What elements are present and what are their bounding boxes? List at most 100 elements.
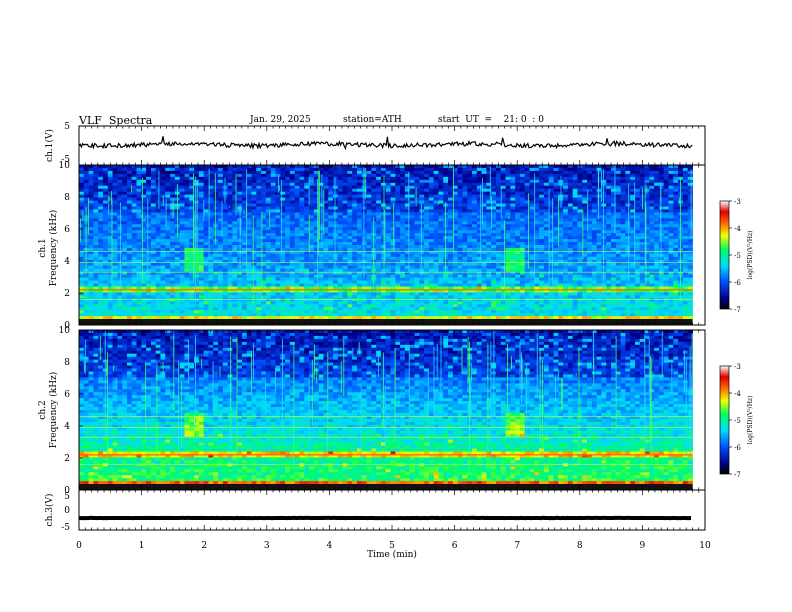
spectrogram-cell xyxy=(491,176,497,181)
spectrogram-cell xyxy=(376,245,382,249)
spectrogram-cell xyxy=(606,256,612,261)
spectrogram-cell xyxy=(472,262,478,267)
spectrogram-cell xyxy=(495,256,502,261)
spectrogram-cell xyxy=(198,259,205,264)
spectrogram-cell xyxy=(150,227,157,231)
spectrogram-cell xyxy=(687,236,693,240)
spectrogram-cell xyxy=(644,265,650,270)
spectrogram-cell xyxy=(126,262,133,267)
spectrogram-cell xyxy=(457,191,463,196)
spectrogram-cell xyxy=(208,191,214,196)
spectrogram-cell xyxy=(572,203,578,207)
spectrogram-cell xyxy=(241,215,248,219)
spectrogram-cell xyxy=(414,173,420,178)
spectrogram-cell xyxy=(524,197,530,201)
spectrogram-cell xyxy=(366,165,372,169)
spectrogram-cell xyxy=(213,209,219,213)
spectrogram-cell xyxy=(141,165,147,169)
spectrogram-cell xyxy=(630,236,636,240)
spectrogram-cell xyxy=(347,233,353,237)
spectrogram-cell xyxy=(472,221,478,225)
spectrogram-cell xyxy=(371,173,377,178)
spectrogram-cell xyxy=(333,256,339,261)
spectrogram-cell xyxy=(165,268,171,273)
spectrogram-cell xyxy=(213,236,219,240)
spectrogram-cell xyxy=(174,176,181,181)
spectrogram-cell xyxy=(366,212,372,216)
spectrogram-cell xyxy=(457,167,463,172)
spectrogram-cell xyxy=(663,239,669,243)
spectrogram-cell xyxy=(112,197,118,201)
spectrogram-cell xyxy=(414,194,420,198)
spectrogram-cell xyxy=(241,176,248,181)
spectrogram-cell xyxy=(519,215,526,219)
spectrogram-cell xyxy=(376,215,382,219)
spectrogram-cell xyxy=(352,230,358,234)
spectrogram-cell xyxy=(682,185,689,190)
spectrogram-cell xyxy=(261,224,267,228)
spectrogram-cell xyxy=(160,209,166,213)
spectrogram-cell xyxy=(529,268,535,273)
spectrogram-cell xyxy=(141,224,147,228)
spectrogram-cell xyxy=(208,256,214,261)
spectrogram-cell xyxy=(203,209,209,213)
spectrogram-cell xyxy=(246,265,252,270)
spectrogram-cell xyxy=(467,170,473,175)
spectrogram-cell xyxy=(534,227,540,231)
spectrogram-cell xyxy=(318,230,324,234)
spectrogram-cell xyxy=(198,212,205,216)
spectrogram-cell xyxy=(424,221,430,225)
spectrogram-cell xyxy=(79,206,85,210)
spectrogram-cell xyxy=(136,271,142,276)
spectrogram-cell xyxy=(241,206,248,210)
spectrogram-cell xyxy=(500,182,506,187)
spectrogram-cell xyxy=(620,250,626,255)
spectrogram-cell xyxy=(347,259,353,264)
spectrogram-cell xyxy=(543,221,550,225)
spectrogram-cell xyxy=(395,173,401,178)
spectrogram-cell xyxy=(227,247,233,252)
spectrogram-cell xyxy=(668,179,674,184)
spectrogram-cell xyxy=(122,176,128,181)
spectrogram-cell xyxy=(601,212,607,216)
spectrogram-cell xyxy=(539,221,545,225)
spectrogram-cell xyxy=(577,188,583,193)
spectrogram-cell xyxy=(146,167,152,172)
spectrogram-cell xyxy=(582,253,588,258)
spectrogram-cell xyxy=(414,242,420,246)
spectrogram-cell xyxy=(294,197,300,201)
spectrogram-cell xyxy=(630,245,636,249)
spectrogram-cell xyxy=(208,239,214,243)
spectrogram-cell xyxy=(246,200,252,204)
spectrogram-cell xyxy=(232,209,238,213)
spectrogram-cell xyxy=(644,230,650,234)
spectrogram-cell xyxy=(270,242,276,246)
spectrogram-cell xyxy=(141,221,147,225)
spectrogram-cell xyxy=(654,233,660,237)
spectrogram-cell xyxy=(356,268,363,273)
spectrogram-cell xyxy=(83,176,89,181)
spectrogram-cell xyxy=(241,268,248,273)
spectrogram-cell xyxy=(644,173,650,178)
spectrogram-cell xyxy=(150,170,157,175)
spectrogram-cell xyxy=(352,236,358,240)
spectrogram-cell xyxy=(495,212,502,216)
spectrogram-cell xyxy=(572,268,578,273)
spectrogram-cell xyxy=(534,167,540,172)
spectrogram-cell xyxy=(491,271,497,276)
spectrogram-cell xyxy=(500,250,506,255)
spectrogram-cell xyxy=(390,197,396,201)
spectrogram-cell xyxy=(275,245,281,249)
spectrogram-cell xyxy=(313,221,320,225)
spectrogram-cell xyxy=(309,182,315,187)
spectrogram-cell xyxy=(122,218,128,222)
spectrogram-cell xyxy=(438,215,444,219)
spectrogram-cell xyxy=(79,265,85,270)
spectrogram-cell xyxy=(687,191,693,196)
spectrogram-cell xyxy=(644,203,650,207)
spectrogram-cell xyxy=(189,197,195,201)
spectrogram-cell xyxy=(687,247,693,252)
spectrogram-cell xyxy=(500,215,506,219)
spectrogram-cell xyxy=(663,236,669,240)
spectrogram-cell xyxy=(342,212,348,216)
